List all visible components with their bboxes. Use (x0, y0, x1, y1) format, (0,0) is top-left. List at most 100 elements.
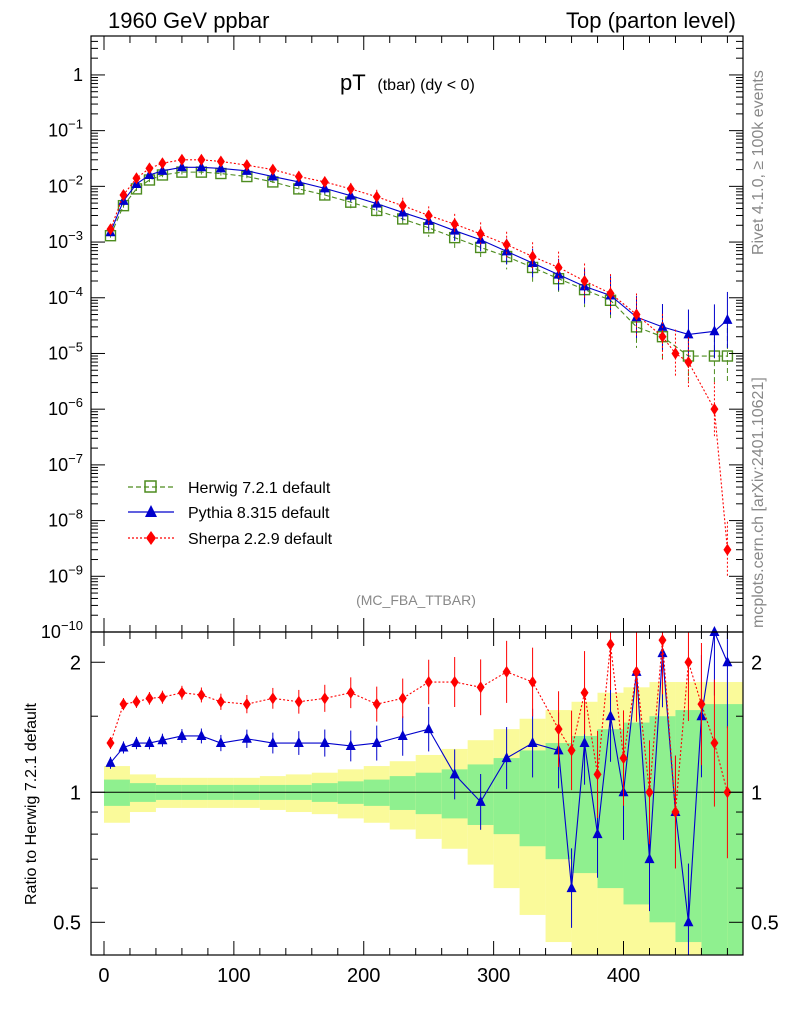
data-point (528, 250, 537, 263)
data-point (671, 347, 680, 360)
y-tick-label: 1 (73, 65, 83, 85)
ratio-point (346, 686, 355, 699)
data-point (710, 403, 719, 416)
ratio-point (644, 853, 655, 864)
ratio-point (177, 686, 186, 699)
legend-label-sherpa: Sherpa 2.2.9 default (188, 531, 333, 548)
ratio-point (397, 729, 408, 740)
y-tick-base: 10 (48, 176, 68, 196)
ratio-point (658, 634, 667, 647)
band-green (389, 776, 416, 810)
ratio-plot (105, 626, 733, 955)
ratio-point (119, 698, 128, 711)
ratio-point (671, 806, 680, 819)
x-tick-label: 0 (98, 965, 109, 987)
ratio-bands (91, 682, 743, 955)
ratio-point (197, 688, 206, 701)
ratio-point (423, 723, 434, 734)
y-tick-label: 10−4 (48, 284, 83, 308)
data-point (372, 190, 381, 203)
band-green (649, 716, 676, 923)
ratio-point (144, 737, 155, 748)
plot-title: pT (tbar) (dy < 0) (340, 70, 475, 95)
data-point (268, 163, 277, 176)
series-line (109, 166, 728, 335)
ratio-point (345, 739, 356, 750)
mcplots-label: mcplots.cern.ch [arXiv:2401.10621] (750, 377, 767, 628)
ratio-point (554, 723, 563, 736)
y-tick-base: 10 (48, 288, 68, 308)
ratio-ylabel: Ratio to Herwig 7.2.1 default (23, 703, 40, 905)
y-tick-base: 10 (48, 121, 68, 141)
data-point (684, 356, 693, 369)
y-tick-label: 10−10 (41, 618, 83, 642)
data-point (683, 328, 694, 339)
ratio-point (502, 665, 511, 678)
y-tick-base: 10 (48, 343, 68, 363)
ratio-point (106, 737, 115, 750)
ratio-point (132, 695, 141, 708)
data-point (606, 287, 615, 300)
x-tick-label: 200 (347, 965, 380, 987)
ratio-point (722, 656, 733, 667)
data-point (177, 153, 186, 166)
legend-item-herwig: Herwig 7.2.1 default (128, 480, 331, 497)
data-point (476, 227, 485, 240)
header-right: Top (parton level) (566, 8, 736, 33)
data-point (158, 157, 167, 170)
y-tick-label: 10−7 (48, 451, 83, 475)
y-tick-label: 10−1 (48, 117, 83, 141)
ratio-y-tick-label-right: 0.5 (751, 912, 779, 934)
ratio-point (450, 676, 459, 689)
ratio-point (605, 710, 616, 721)
y-tick-exp: −7 (68, 451, 83, 466)
legend: Herwig 7.2.1 default Pythia 8.315 defaul… (128, 480, 333, 548)
ratio-point (242, 698, 251, 711)
ratio-point (476, 681, 485, 694)
y-tick-label: 10−5 (48, 339, 83, 363)
data-point (723, 543, 732, 556)
ratio-point (579, 737, 590, 748)
ratio-point (294, 695, 303, 708)
y-tick-base: 10 (48, 511, 68, 531)
header-left: 1960 GeV ppbar (108, 8, 269, 33)
ratio-line (110, 630, 728, 923)
data-point (709, 325, 720, 336)
ratio-point (710, 737, 719, 750)
ratio-frame (90, 631, 744, 956)
x-tick-label: 400 (607, 965, 640, 987)
y-tick-exp: −5 (68, 339, 83, 354)
y-tick-base: 10 (48, 232, 68, 252)
data-point (721, 350, 734, 362)
legend-marker-pythia (145, 505, 157, 517)
ratio-line (109, 640, 728, 813)
main-plot (104, 153, 734, 578)
ratio-point (593, 768, 602, 781)
band-green (727, 704, 743, 955)
series-herwig (104, 166, 734, 385)
ratio-y-tick-label: 1 (70, 782, 81, 804)
data-point (424, 209, 433, 222)
data-point (554, 261, 563, 274)
ratio-point (293, 737, 304, 748)
band-green (415, 772, 442, 815)
ratio-y-tick-label: 2 (70, 652, 81, 674)
ratio-point (241, 732, 252, 743)
y-tick-label: 10−3 (48, 228, 83, 252)
x-tick-label: 300 (477, 965, 510, 987)
ratio-point (145, 692, 154, 705)
ratio-point (592, 828, 603, 839)
legend-item-sherpa: Sherpa 2.2.9 default (128, 531, 333, 548)
data-point (196, 161, 207, 172)
data-point (346, 182, 355, 195)
y-tick-label: 10−6 (48, 395, 83, 419)
ratio-point (645, 786, 654, 799)
ratio-point (475, 795, 486, 806)
ratio-point (424, 676, 433, 689)
data-point (197, 153, 206, 166)
ratio-point (580, 686, 589, 699)
band-green (623, 722, 650, 905)
ratio-y-tick-label: 0.5 (53, 912, 81, 934)
y-tick-base: 10 (48, 455, 68, 475)
